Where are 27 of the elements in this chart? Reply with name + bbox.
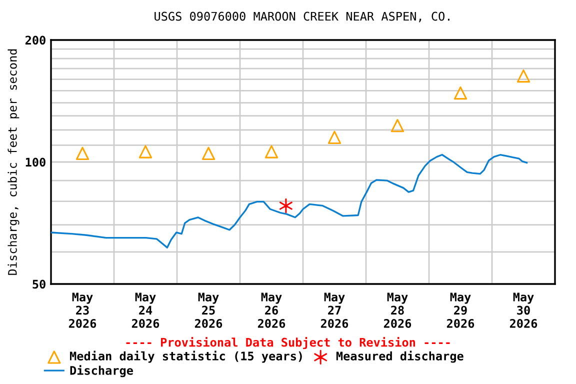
legend-label: Discharge xyxy=(70,365,133,378)
y-tick-label: 200 xyxy=(25,36,46,45)
x-tick-label: May 25 2026 xyxy=(194,292,222,328)
point xyxy=(328,130,342,144)
chart-title: USGS 09076000 MAROON CREEK NEAR ASPEN, CO. xyxy=(154,12,450,22)
x-tick-label: May 28 2026 xyxy=(384,292,412,328)
text: ---- Provisional Data Subject to Revision ---- xyxy=(126,336,450,350)
point xyxy=(279,198,292,214)
x-tick-label: May 29 2026 xyxy=(446,292,474,328)
point xyxy=(516,69,530,83)
point xyxy=(390,118,404,132)
point xyxy=(202,146,216,160)
x-tick-label: May 24 2026 xyxy=(132,292,160,328)
point xyxy=(138,145,152,158)
point xyxy=(454,86,468,100)
line-series xyxy=(51,154,528,248)
legend-label: Median daily statistic (15 years) xyxy=(70,350,302,363)
x-tick-label: May 23 2026 xyxy=(68,292,96,328)
legend-label: Measured discharge xyxy=(336,350,464,363)
x-tick-label: May 27 2026 xyxy=(320,292,348,328)
x-tick-label: May 30 2026 xyxy=(510,292,538,328)
point xyxy=(264,145,278,158)
y-tick-label: 100 xyxy=(26,158,46,167)
y-tick-label: 50 xyxy=(32,280,46,289)
x-tick-label: May 26 2026 xyxy=(258,292,286,328)
point xyxy=(76,146,90,160)
y-axis-title: Discharge, cubic feet per second xyxy=(8,49,20,275)
